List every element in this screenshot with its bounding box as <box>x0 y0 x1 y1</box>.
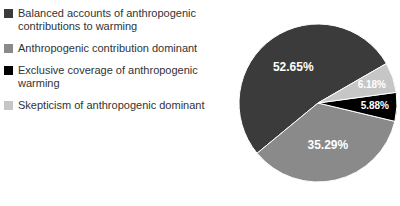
pie-slice <box>318 64 396 104</box>
legend-swatch <box>4 9 13 18</box>
legend-label: Skepticism of anthropogenic dominant <box>18 99 205 111</box>
legend-swatch <box>4 66 13 75</box>
legend-swatch <box>4 44 13 53</box>
data-label: 5.88% <box>361 100 389 111</box>
legend-swatch <box>4 101 13 110</box>
legend-label: Exclusive coverage of anthropogenicwarmi… <box>17 64 198 89</box>
legend: Balanced accounts of anthropogeniccontri… <box>4 7 205 111</box>
data-labels: 52.65% 35.29% 5.88% 6.18% <box>273 60 389 152</box>
data-label: 35.29% <box>307 138 348 152</box>
data-label: 52.65% <box>273 60 314 74</box>
data-label: 6.18% <box>358 79 386 90</box>
legend-label: Anthropogenic contribution dominant <box>18 42 197 54</box>
legend-label: Balanced accounts of anthropogeniccontri… <box>18 7 196 32</box>
chart: 52.65% 35.29% 5.88% 6.18% Balanced accounts … <box>0 0 400 206</box>
pie <box>239 24 397 182</box>
